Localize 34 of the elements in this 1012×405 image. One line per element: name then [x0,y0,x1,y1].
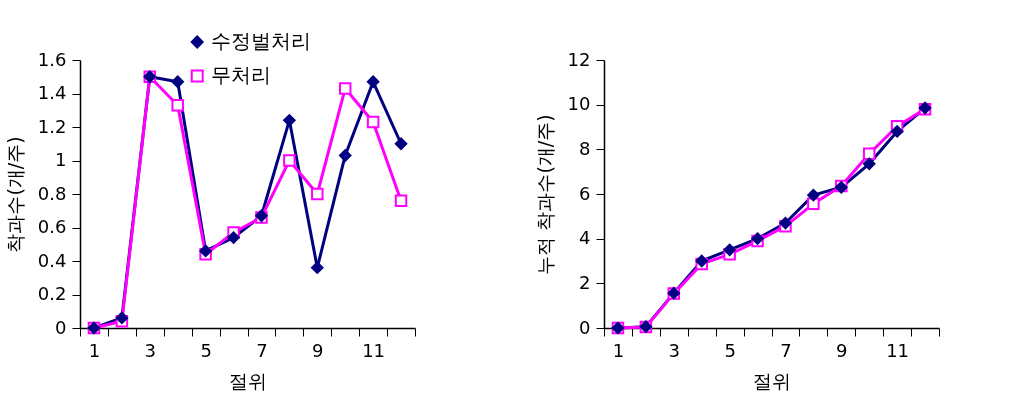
y-tick-label: 0.4 [37,249,67,271]
y-tick-label: 0.6 [37,216,67,237]
y-tick-label: 10 [567,93,591,115]
x-tick-label: 7 [256,339,268,361]
x-tick-label: 1 [88,339,101,361]
y-tick-label: 0 [55,316,67,338]
y-tick-label: 0.8 [37,182,67,204]
x-tick-label: 3 [144,339,157,361]
x-tick-label: 9 [312,339,324,361]
x-tick-label: 9 [836,339,848,361]
x-tick-label: 3 [668,339,681,361]
x-tick-label: 5 [724,339,736,361]
y-tick-label: 1.4 [37,82,67,103]
y-tick-label: 8 [579,137,591,159]
y-tick-label: 12 [567,48,591,70]
y-tick-label: 6 [579,182,591,204]
y-axis-title: 누적 착과수(개/주) [533,114,556,275]
x-axis-title: 절위 [753,369,791,392]
x-tick-label: 7 [780,339,792,361]
y-axis-title: 착과수(개/주) [3,136,26,253]
x-tick-label: 11 [886,339,910,361]
y-tick-label: 1.2 [37,115,67,137]
y-tick-label: 1 [55,149,67,170]
x-tick-label: 11 [362,339,386,361]
y-tick-label: 2 [579,271,591,293]
legend-label: 수정벌처리 [211,29,312,53]
legend-label: 무처리 [211,63,272,87]
x-axis-title: 절위 [229,369,267,392]
x-tick-label: 1 [612,339,625,361]
y-tick-label: 0.2 [37,283,67,304]
y-tick-label: 4 [579,227,591,249]
y-tick-label: 0 [579,316,591,338]
y-tick-label: 1.6 [37,48,67,70]
x-tick-label: 5 [200,339,212,361]
